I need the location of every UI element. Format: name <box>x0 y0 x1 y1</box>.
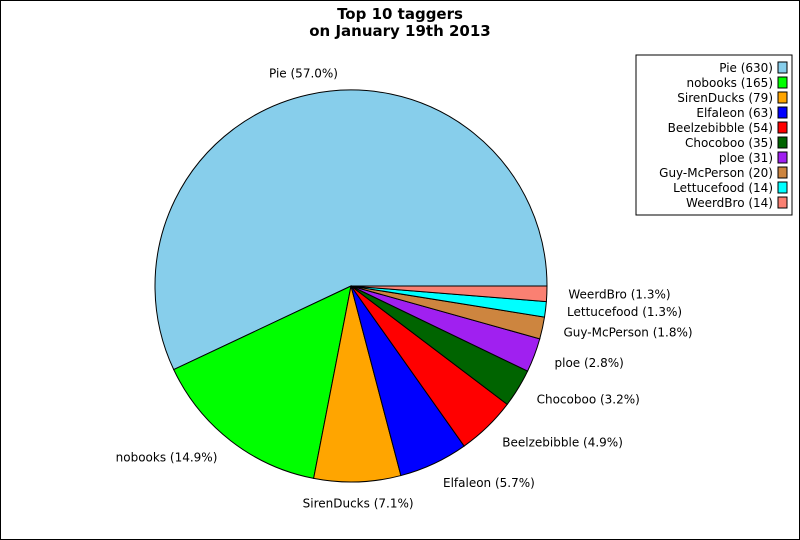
slice-label-pie: Pie (57.0%) <box>269 67 338 81</box>
legend-label-chocoboo: Chocoboo (35) <box>685 136 773 150</box>
legend-label-sirenducks: SirenDucks (79) <box>677 91 773 105</box>
legend-swatch-sirenducks <box>777 91 788 104</box>
pie-slice-nobooks <box>173 285 352 479</box>
slice-label-sirenducks: SirenDucks (7.1%) <box>303 496 414 510</box>
legend-items: Pie (630)nobooks (165)SirenDucks (79)Elf… <box>659 61 788 210</box>
legend-swatch-chocoboo <box>777 136 788 149</box>
pie-slices <box>154 89 548 483</box>
legend-swatch-weerdbro <box>777 196 788 209</box>
legend-swatch-pie <box>777 61 788 74</box>
legend-label-nobooks: nobooks (165) <box>686 76 773 90</box>
slice-label-guy-mcperson: Guy-McPerson (1.8%) <box>564 326 693 340</box>
slice-labels: Pie (57.0%) nobooks (14.9%) SirenDucks (7.… <box>116 67 693 511</box>
legend-label-pie: Pie (630) <box>719 61 773 75</box>
chart-title: Top 10 taggers <box>337 5 463 23</box>
legend-swatch-lettucefood <box>777 181 788 194</box>
legend-swatch-elfaleon <box>777 106 788 119</box>
legend-swatch-guy-mcperson <box>777 166 788 179</box>
slice-label-beelzebibble: Beelzebibble (4.9%) <box>502 435 623 449</box>
legend-label-weerdbro: WeerdBro (14) <box>686 196 773 210</box>
pie-slice-weerdbro <box>350 285 548 303</box>
slice-label-chocoboo: Chocoboo (3.2%) <box>537 393 640 407</box>
chart-subtitle: on January 19th 2013 <box>309 22 490 40</box>
legend-label-ploe: ploe (31) <box>719 151 773 165</box>
slice-label-nobooks: nobooks (14.9%) <box>116 451 218 465</box>
legend-label-beelzebibble: Beelzebibble (54) <box>668 121 773 135</box>
legend-label-lettucefood: Lettucefood (14) <box>673 181 773 195</box>
legend-label-guy-mcperson: Guy-McPerson (20) <box>659 166 773 180</box>
legend-swatch-ploe <box>777 151 788 164</box>
slice-label-weerdbro: WeerdBro (1.3%) <box>568 288 670 302</box>
slice-label-ploe: ploe (2.8%) <box>555 356 624 370</box>
legend-swatch-nobooks <box>777 76 788 89</box>
legend-box <box>635 54 793 216</box>
slice-label-lettucefood: Lettucefood (1.3%) <box>567 305 682 319</box>
legend: Pie (630)nobooks (165)SirenDucks (79)Elf… <box>635 54 793 216</box>
slice-label-elfaleon: Elfaleon (5.7%) <box>443 476 535 490</box>
legend-swatch-beelzebibble <box>777 121 788 134</box>
legend-label-elfaleon: Elfaleon (63) <box>696 106 773 120</box>
pie-slice-pie <box>154 89 548 371</box>
